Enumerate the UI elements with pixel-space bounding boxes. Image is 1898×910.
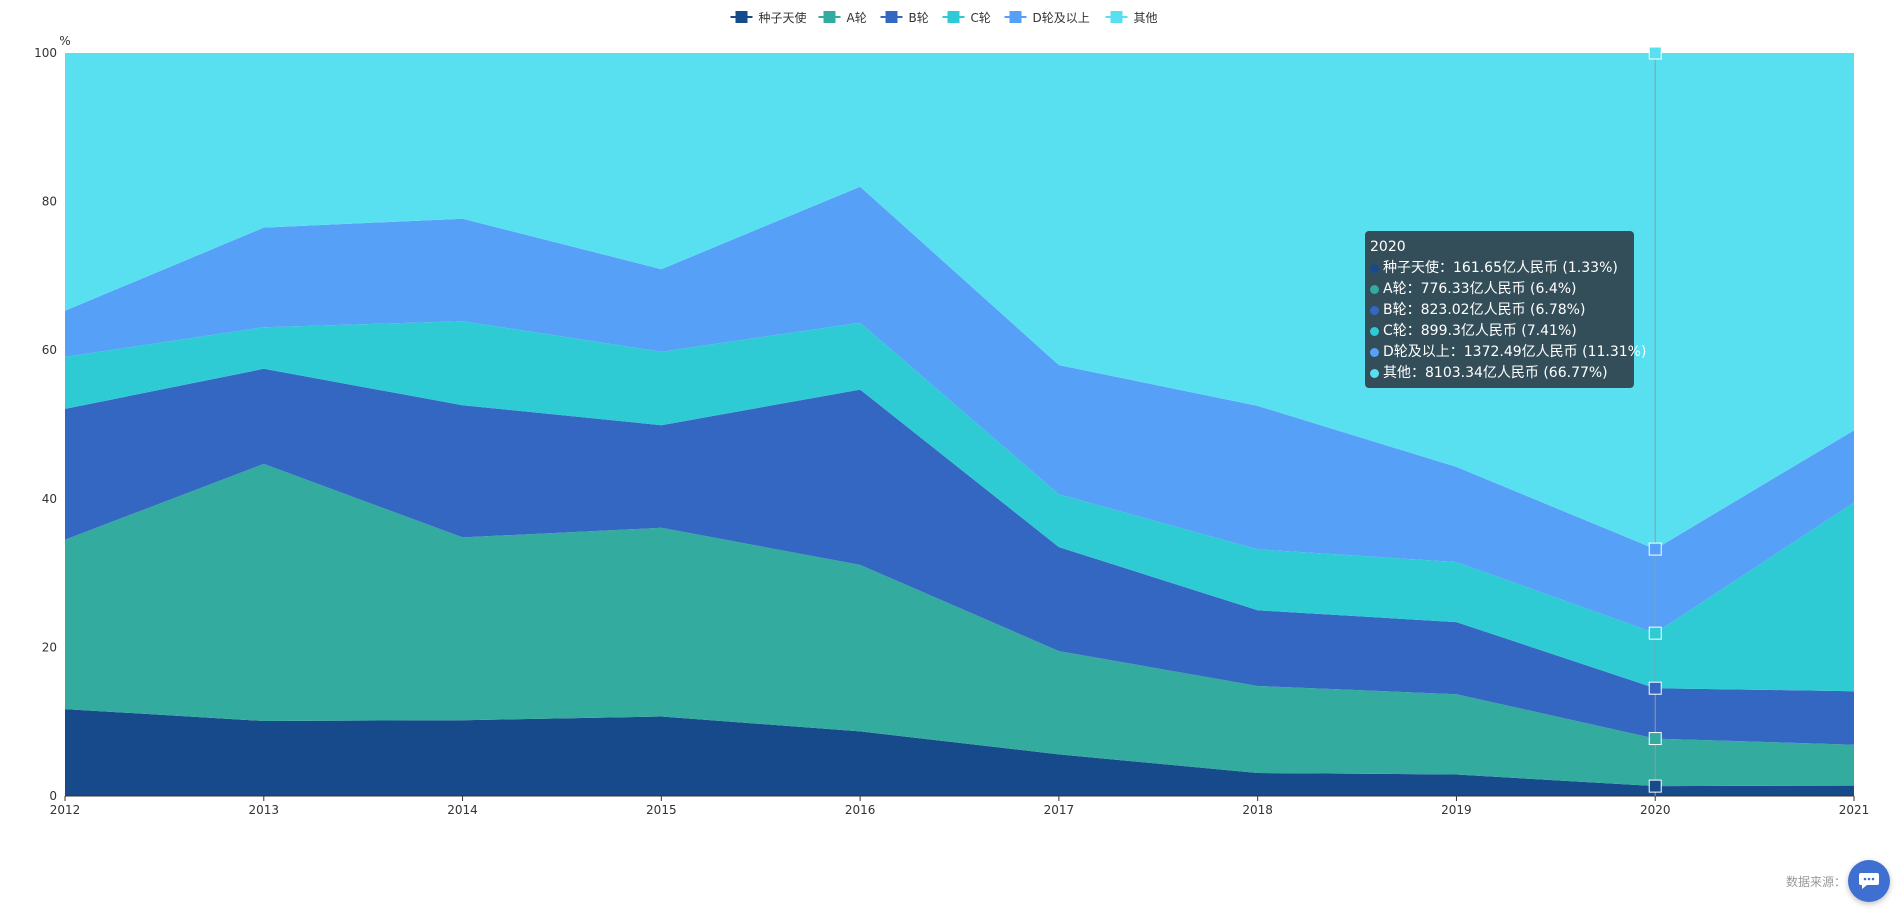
- y-tick-label: 0: [49, 789, 57, 803]
- x-tick-label: 2020: [1640, 803, 1671, 817]
- legend-label: D轮及以上: [1033, 11, 1090, 25]
- tooltip-row-text: 种子天使：161.65亿人民币 (1.33%): [1383, 260, 1618, 276]
- tooltip-row-text: 其他：8103.34亿人民币 (66.77%): [1383, 365, 1608, 381]
- tooltip-dot: [1370, 263, 1379, 273]
- tooltip-row: D轮及以上：1372.49亿人民币 (11.31%): [1370, 342, 1646, 363]
- tooltip-dot: [1370, 368, 1379, 378]
- legend-swatch: [947, 11, 960, 23]
- x-tick-label: 2021: [1839, 803, 1870, 817]
- x-tick-label: 2014: [447, 803, 478, 817]
- legend-item[interactable]: 种子天使: [730, 10, 807, 25]
- legend-swatch: [1009, 11, 1022, 23]
- y-tick-label: 60: [42, 343, 57, 357]
- area-D轮及以上: [65, 186, 1854, 634]
- area-C轮: [65, 321, 1854, 692]
- area-A轮: [65, 463, 1854, 787]
- hover-marker: [1648, 779, 1662, 793]
- legend-swatch: [885, 11, 898, 23]
- area-layers: [65, 53, 1854, 796]
- x-tick-label: 2012: [50, 803, 81, 817]
- tooltip-title: 2020: [1370, 239, 1406, 255]
- x-tick-label: 2018: [1242, 803, 1273, 817]
- tooltip-row: A轮：776.33亿人民币 (6.4%): [1370, 279, 1629, 300]
- x-tick-label: 2017: [1044, 803, 1075, 817]
- hover-indicator: [1648, 46, 1662, 796]
- legend-item[interactable]: A轮: [818, 11, 867, 25]
- legend-item[interactable]: 其他: [1105, 11, 1158, 25]
- legend-label: 种子天使: [759, 10, 807, 25]
- legend-swatch: [823, 11, 836, 23]
- tooltip-rows: 种子天使：161.65亿人民币 (1.33%) A轮：776.33亿人民币 (6.…: [1370, 258, 1646, 384]
- area-种子天使: [65, 709, 1854, 796]
- tooltip-row-text: A轮：776.33亿人民币 (6.4%): [1383, 281, 1577, 297]
- y-tick-label: 40: [42, 492, 57, 506]
- legend-label: B轮: [909, 11, 929, 25]
- area-其他: [65, 53, 1854, 550]
- legend-swatch: [735, 11, 748, 23]
- hover-marker: [1648, 681, 1662, 695]
- hover-marker: [1648, 542, 1662, 556]
- legend[interactable]: 种子天使 A轮 B轮 C轮 D轮及以上 其他: [730, 10, 1158, 25]
- x-tick-label: 2015: [646, 803, 677, 817]
- y-tick-label: 80: [42, 195, 57, 209]
- legend-swatch: [1110, 11, 1123, 23]
- data-source-label: 数据来源：: [1785, 875, 1846, 889]
- tooltip-row: 种子天使：161.65亿人民币 (1.33%): [1370, 258, 1629, 279]
- x-tick-label: 2019: [1441, 803, 1472, 817]
- legend-label: C轮: [971, 11, 991, 25]
- legend-item[interactable]: B轮: [880, 11, 929, 25]
- tooltip-dot: [1370, 305, 1379, 315]
- legend-label: A轮: [847, 11, 867, 25]
- tooltip-row-text: D轮及以上：1372.49亿人民币 (11.31%): [1383, 344, 1647, 360]
- tooltip-row: B轮：823.02亿人民币 (6.78%): [1370, 300, 1629, 321]
- tooltip-row-text: B轮：823.02亿人民币 (6.78%): [1383, 302, 1586, 318]
- area-B轮: [65, 368, 1854, 745]
- tooltip-row: 其他：8103.34亿人民币 (66.77%): [1370, 363, 1629, 384]
- y-axis-unit: %: [59, 34, 70, 48]
- y-tick-label: 100: [34, 46, 57, 60]
- hover-marker: [1648, 626, 1662, 640]
- legend-label: 其他: [1134, 11, 1158, 25]
- tooltip-dot: [1370, 347, 1379, 357]
- tooltip-dot: [1370, 326, 1379, 336]
- axes: 2012 2013 2014 2015 2016 2017 2018 2019 2020 2021…: [34, 34, 1869, 817]
- tooltip-row-text: C轮：899.3亿人民币 (7.41%): [1383, 323, 1577, 339]
- hover-marker: [1648, 732, 1662, 746]
- tooltip-row: C轮：899.3亿人民币 (7.41%): [1370, 321, 1629, 342]
- tooltip-dot: [1370, 284, 1379, 294]
- legend-item[interactable]: D轮及以上: [1004, 11, 1090, 25]
- chat-button[interactable]: [1848, 860, 1890, 902]
- legend-item[interactable]: C轮: [942, 11, 991, 25]
- hover-marker: [1648, 46, 1662, 60]
- chat-bubble-icon: [1859, 873, 1879, 889]
- tooltip: 2020 种子天使：161.65亿人民币 (1.33%) A轮：776.33亿人民…: [1365, 231, 1646, 388]
- x-tick-label: 2016: [845, 803, 876, 817]
- y-tick-label: 20: [42, 640, 57, 654]
- x-tick-label: 2013: [249, 803, 280, 817]
